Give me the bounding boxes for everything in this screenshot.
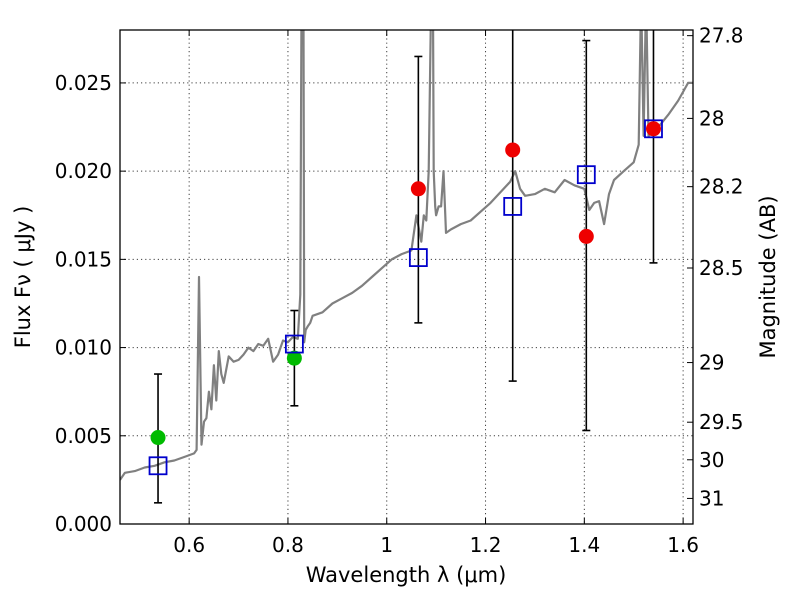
axis-ticks — [120, 30, 693, 525]
y-tick-label: 0.000 — [55, 512, 112, 536]
red-data-point — [505, 142, 521, 158]
right-tick-label: 29 — [699, 351, 724, 375]
y-tick-label: 0.010 — [55, 336, 112, 360]
right-tick-label: 28 — [699, 106, 724, 130]
y-tick-label: 0.020 — [55, 159, 112, 183]
x-tick-label: 0.8 — [272, 533, 304, 557]
right-tick-label: 28.5 — [699, 256, 744, 280]
plot-area — [120, 30, 693, 504]
red-data-point — [410, 181, 426, 197]
blue-square-marker — [644, 119, 663, 139]
tick-labels: 0.6 0.8 1 1.2 1.4 1.6 0.000 0.005 0.010 0.015 0.02… — [55, 24, 744, 557]
grid-lines — [120, 30, 693, 525]
green-data-point — [150, 430, 166, 446]
x-tick-label: 1.6 — [667, 533, 699, 557]
x-tick-label: 1.4 — [568, 533, 600, 557]
x-tick-label: 0.6 — [173, 533, 205, 557]
red-data-point — [645, 121, 661, 137]
y-tick-label: 0.025 — [55, 71, 112, 95]
green-data-point — [286, 350, 302, 366]
template-spectrum-line — [120, 30, 693, 481]
x-tick-label: 1.2 — [470, 533, 502, 557]
right-tick-label: 31 — [699, 486, 724, 510]
right-axis-label: Magnitude (AB) — [756, 195, 780, 358]
right-tick-label: 30 — [699, 448, 724, 472]
blue-square-marker — [503, 197, 523, 216]
y-tick-label: 0.005 — [55, 424, 112, 448]
y-tick-label: 0.015 — [55, 247, 112, 271]
right-tick-label: 29.5 — [699, 410, 744, 434]
blue-square-marker — [408, 248, 428, 267]
x-tick-label: 1 — [380, 533, 393, 557]
blue-square-marker — [576, 165, 596, 185]
y-axis-label: Flux Fν ( μJy ) — [11, 206, 35, 349]
blue-square-marker — [148, 456, 168, 476]
x-axis-label: Wavelength λ (μm) — [306, 563, 507, 587]
right-tick-label: 28.2 — [699, 175, 744, 199]
right-tick-label: 27.8 — [699, 24, 744, 48]
red-data-point — [578, 228, 594, 244]
plot-frame — [119, 29, 694, 525]
blue-square-marker — [284, 334, 304, 354]
